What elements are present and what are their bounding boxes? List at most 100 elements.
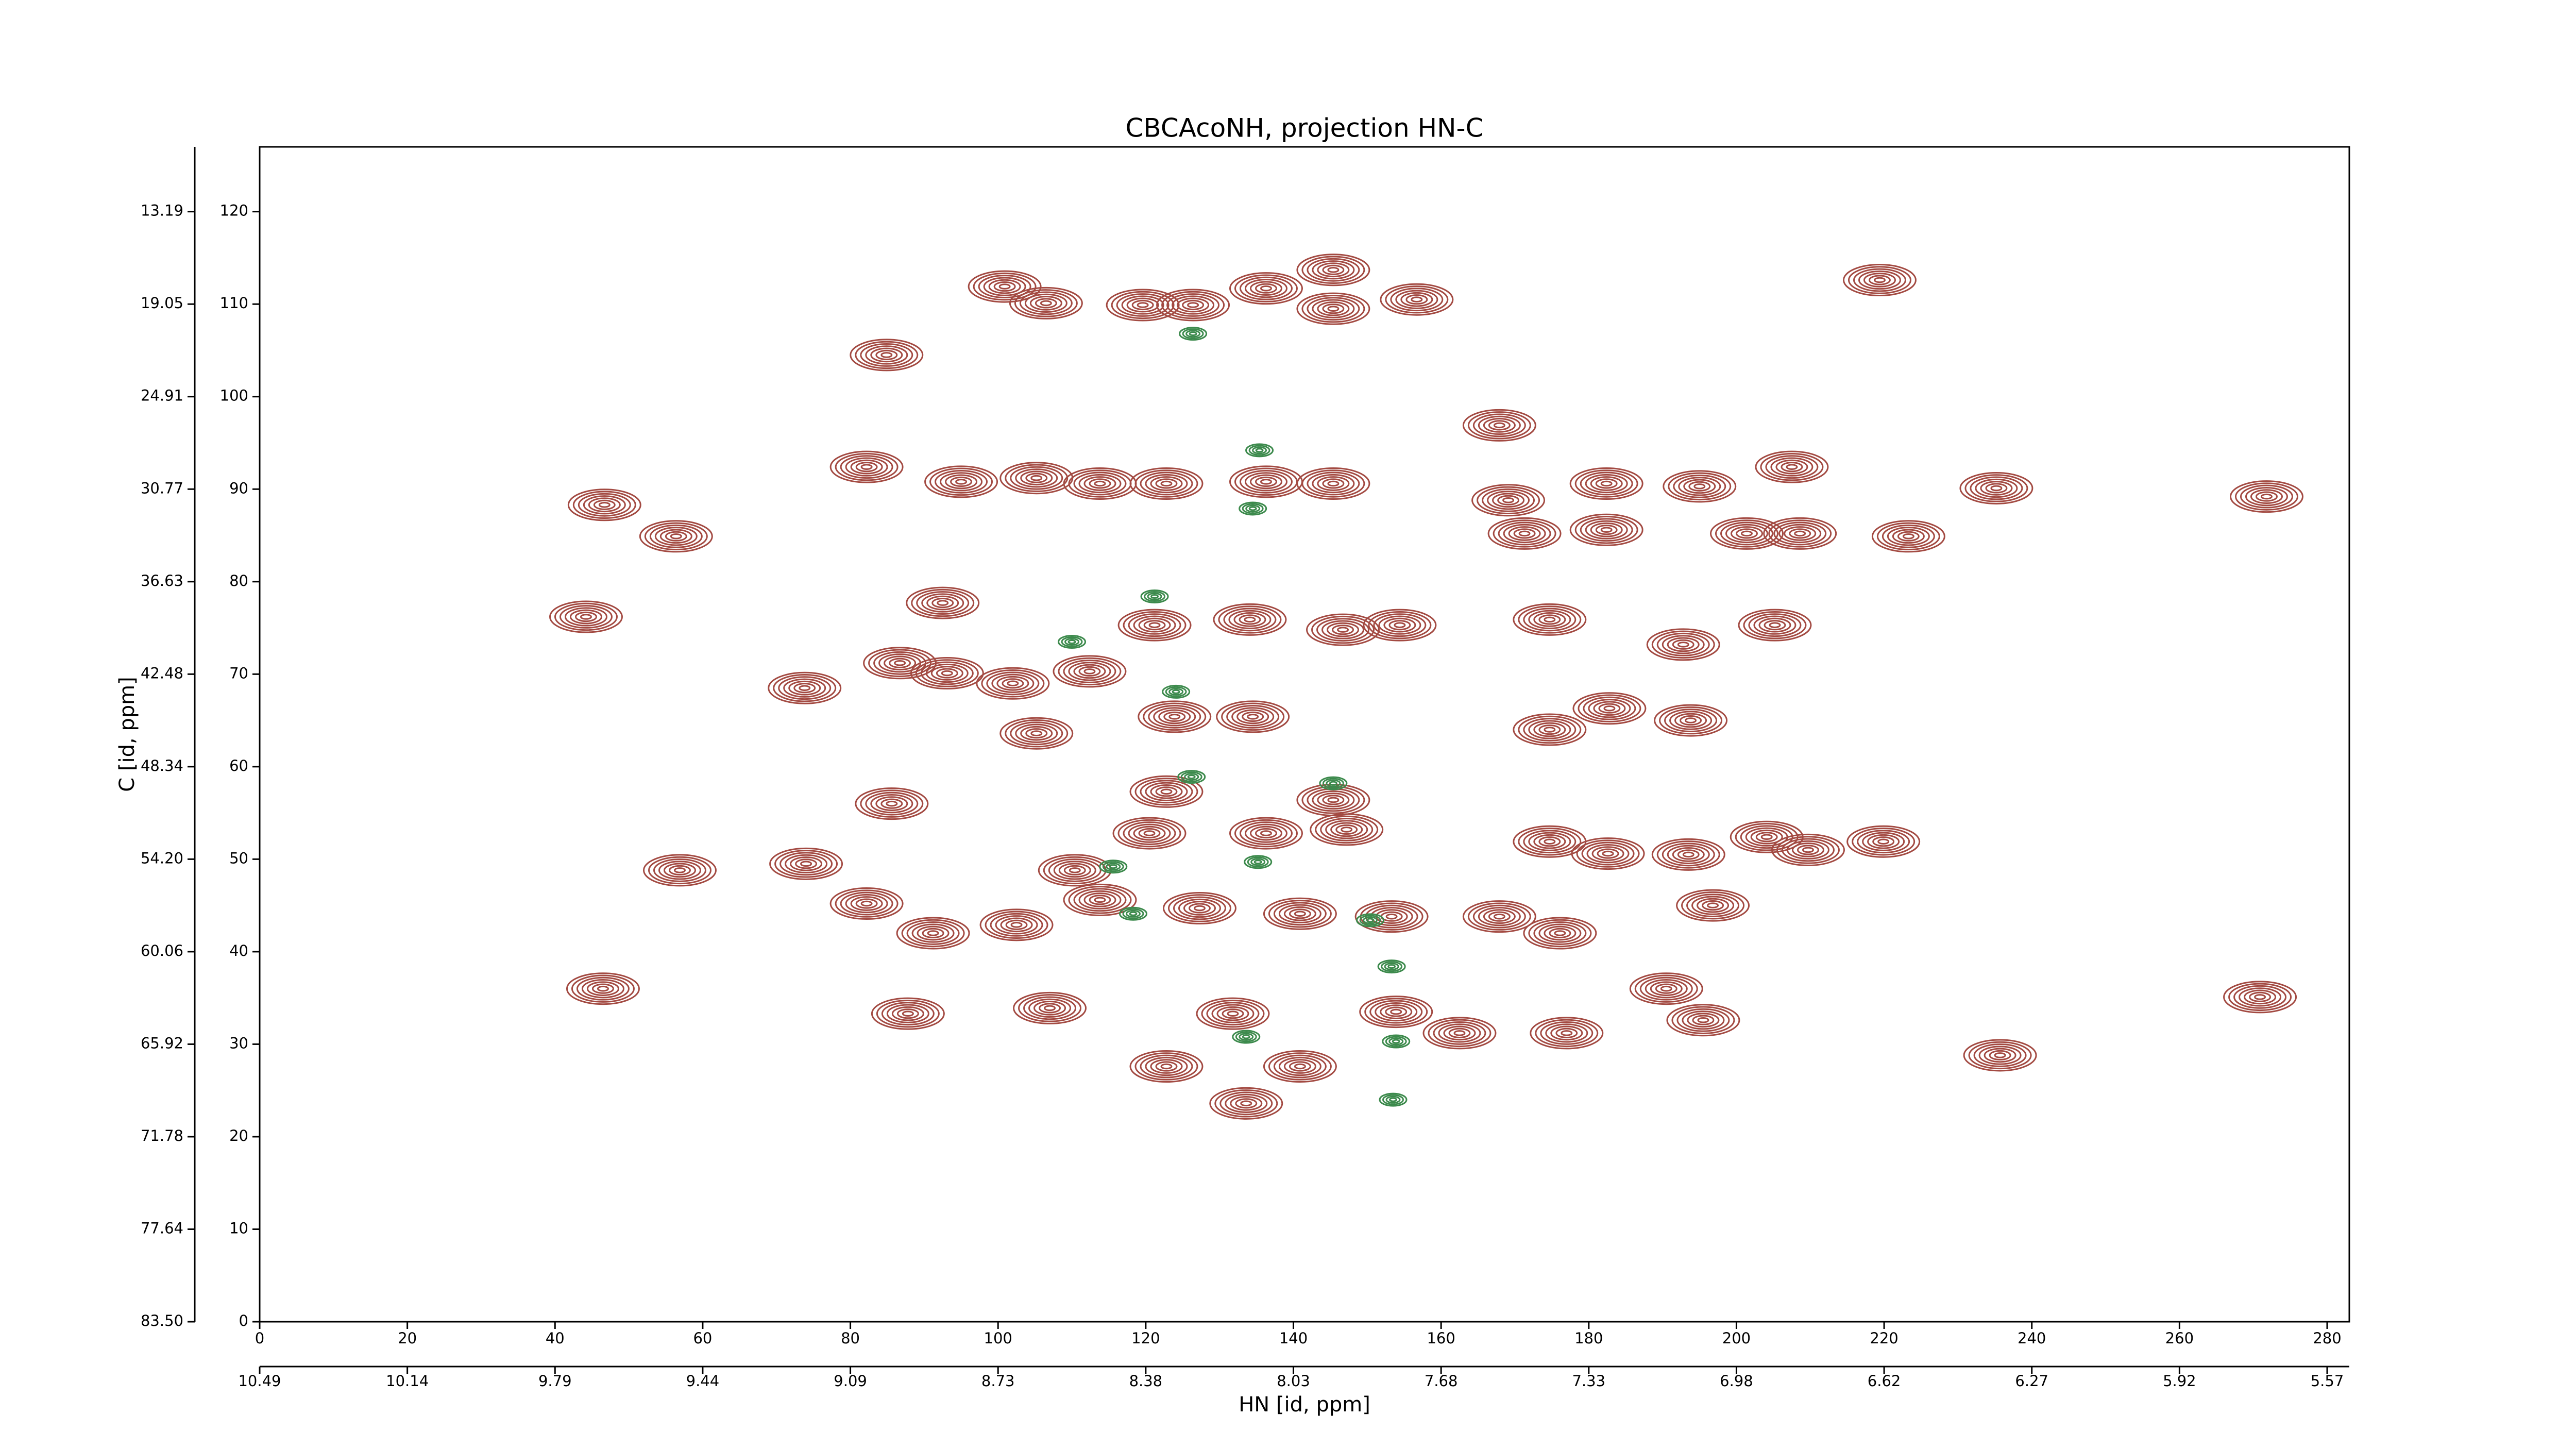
contour-ring xyxy=(1363,916,1378,924)
peak xyxy=(2223,981,2297,1014)
y2-tick-label: 13.19 xyxy=(141,202,183,220)
contour-ring xyxy=(1044,1005,1056,1012)
contour-ring xyxy=(1223,608,1277,632)
contour-ring xyxy=(927,930,939,936)
contour-ring xyxy=(1518,605,1582,634)
contour-ring xyxy=(1244,855,1273,869)
y2-tick-label: 42.48 xyxy=(141,664,183,682)
contour-ring xyxy=(896,917,970,950)
contour-ring xyxy=(1126,297,1159,313)
contour-ring xyxy=(860,900,873,907)
contour-ring xyxy=(1187,302,1199,308)
contour-ring xyxy=(889,658,911,668)
contour-ring xyxy=(1162,892,1236,925)
contour-ring xyxy=(1730,526,1763,541)
peak xyxy=(1310,813,1384,846)
contour-ring xyxy=(1094,897,1106,903)
contour-ring xyxy=(1994,1052,2006,1058)
contour-ring xyxy=(1497,495,1520,506)
contour-ring xyxy=(1312,790,1355,810)
contour-ring xyxy=(1385,285,1449,314)
contour-ring xyxy=(1763,517,1837,550)
contour-ring xyxy=(1794,530,1806,537)
contour-ring xyxy=(1513,603,1587,636)
contour-ring xyxy=(793,683,816,694)
contour-ring xyxy=(1294,1063,1306,1070)
contour-ring xyxy=(593,499,616,510)
contour-ring xyxy=(559,605,613,629)
contour-ring xyxy=(1133,615,1176,635)
contour-ring xyxy=(1693,483,1706,490)
contour-ring xyxy=(937,600,949,606)
contour-ring xyxy=(1058,863,1091,878)
peak xyxy=(1209,1087,1283,1120)
x-tick-label: 180 xyxy=(1574,1329,1603,1347)
contour-ring xyxy=(1989,1050,2011,1061)
peak xyxy=(1177,770,1206,784)
contour-ring xyxy=(639,520,713,553)
contour-ring xyxy=(1163,711,1186,722)
x2-tick-label: 6.27 xyxy=(2015,1372,2048,1390)
peak xyxy=(639,520,713,553)
contour-ring xyxy=(653,858,706,882)
peak xyxy=(896,917,970,950)
contour-ring xyxy=(1252,446,1267,454)
contour-ring xyxy=(1377,959,1406,974)
contour-ring xyxy=(1720,521,1773,546)
contour-ring xyxy=(1651,630,1715,659)
contour-ring xyxy=(1196,997,1270,1030)
contour-ring xyxy=(597,985,609,992)
peak xyxy=(1063,467,1137,500)
contour-ring xyxy=(658,861,701,880)
peak xyxy=(1676,889,1750,922)
peak xyxy=(1156,289,1230,322)
contour-ring xyxy=(2234,482,2298,511)
contour-ring xyxy=(1236,709,1269,724)
contour-ring xyxy=(1503,524,1546,544)
contour-ring xyxy=(1063,659,1116,683)
contour-ring xyxy=(855,898,878,909)
contour-ring xyxy=(2255,491,2278,502)
contour-ring xyxy=(1591,846,1624,861)
contour-ring xyxy=(910,657,984,690)
contour-ring xyxy=(1740,825,1793,849)
contour-ring xyxy=(1523,917,1597,950)
peak xyxy=(829,887,904,920)
contour-ring xyxy=(1218,605,1282,634)
contour-ring xyxy=(1771,833,1845,866)
y-tick-label: 50 xyxy=(229,849,248,867)
contour-ring xyxy=(1134,469,1198,498)
contour-ring xyxy=(1973,1043,2027,1067)
contour-ring xyxy=(1963,1039,2037,1072)
contour-ring xyxy=(1453,1030,1466,1036)
contour-ring xyxy=(1533,834,1566,849)
contour-ring xyxy=(1020,726,1053,741)
contour-ring xyxy=(1773,521,1827,546)
contour-ring xyxy=(1005,719,1069,748)
peak xyxy=(1763,517,1837,550)
contour-ring xyxy=(1260,479,1272,485)
contour-ring xyxy=(1438,1023,1481,1043)
contour-ring xyxy=(1010,721,1063,746)
contour-ring xyxy=(1168,687,1184,696)
contour-ring xyxy=(1789,528,1811,539)
contour-ring xyxy=(1230,1096,1263,1111)
contour-ring xyxy=(1576,839,1640,868)
contour-ring xyxy=(1255,448,1264,453)
peak xyxy=(1013,991,1087,1024)
contour-ring xyxy=(572,491,636,519)
contour-ring xyxy=(1322,795,1345,805)
contour-ring xyxy=(1852,828,1916,856)
contour-ring xyxy=(1322,304,1345,314)
contour-ring xyxy=(1662,843,1715,867)
contour-ring xyxy=(855,341,919,369)
contour-ring xyxy=(1160,1063,1173,1070)
contour-ring xyxy=(1155,786,1178,797)
peak xyxy=(850,339,924,372)
contour-ring xyxy=(1327,306,1340,312)
contour-ring xyxy=(1871,520,1945,553)
contour-ring xyxy=(1681,891,1745,920)
x2-tick-label: 8.38 xyxy=(1129,1372,1163,1390)
contour-ring xyxy=(642,854,717,887)
contour-ring xyxy=(1387,964,1396,969)
